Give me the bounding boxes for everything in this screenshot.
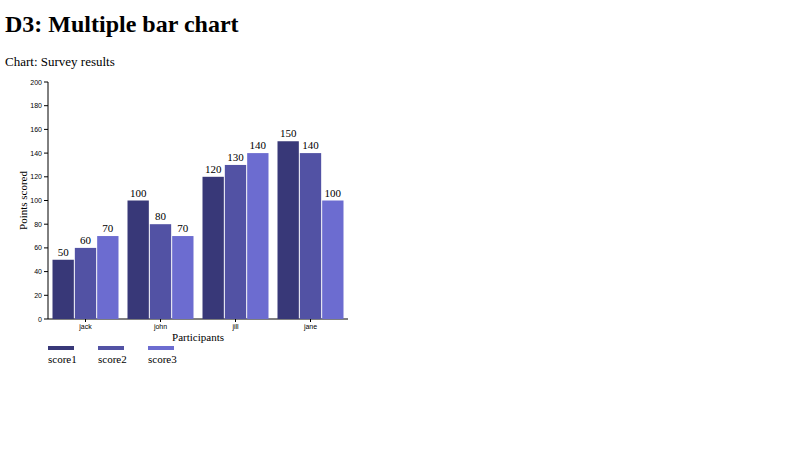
x-tick-label: jack [78,323,92,331]
data-label: 100 [130,187,147,199]
legend: score1 score2 score3 [48,346,177,365]
y-tick-label: 100 [30,197,42,204]
y-axis-line [48,82,49,319]
chart-title: Chart: Survey results [5,54,115,69]
y-tick [44,176,48,177]
y-tick [44,224,48,225]
chart-svg: D3: Multiple bar chart Chart: Survey resu… [0,0,800,450]
data-label: 120 [205,163,222,175]
y-tick [44,82,48,83]
bar [322,201,343,320]
y-tick-label: 20 [34,292,42,299]
data-label: 70 [102,222,114,234]
data-label: 100 [325,187,342,199]
y-tick [44,271,48,272]
bar [128,201,149,320]
data-label: 140 [302,139,319,151]
y-tick [44,319,48,320]
y-axis: 0 20 40 60 80 100 120 140 160 180 200 [30,79,48,323]
data-labels: 50 100 120 150 60 80 130 140 70 70 140 100 [58,127,342,258]
bar [172,236,193,319]
bar [225,165,246,319]
bar [300,153,321,319]
page: {"heading": "D3: Multiple bar chart", "c… [0,0,800,450]
y-tick [44,200,48,201]
data-label: 50 [58,246,70,258]
bar [278,141,299,319]
data-label: 80 [155,210,167,222]
x-tick [160,319,161,322]
legend-label: score2 [98,353,127,365]
legend-label: score3 [148,353,177,365]
y-tick-label: 120 [30,173,42,180]
y-tick [44,105,48,106]
y-tick-label: 200 [30,79,42,86]
x-axis-label: Participants [172,331,224,343]
x-tick [85,319,86,322]
x-tick-label: jill [231,323,239,331]
data-label: 150 [280,127,297,139]
data-label: 70 [177,222,189,234]
data-label: 130 [227,151,244,163]
y-tick-label: 160 [30,126,42,133]
y-tick-label: 180 [30,102,42,109]
y-tick-label: 0 [38,316,42,323]
page-heading: D3: Multiple bar chart [5,11,239,37]
x-tick-label: john [153,323,167,331]
bar [247,153,268,319]
x-tick [235,319,236,322]
y-tick-label: 60 [34,244,42,251]
legend-swatch [98,346,124,350]
y-axis-label: Points scored [17,171,29,230]
data-label: 60 [80,234,92,246]
bar [97,236,118,319]
data-label: 140 [250,139,267,151]
x-tick-label: jane [303,323,317,331]
legend-swatch [48,346,74,350]
y-tick-label: 80 [34,221,42,228]
legend-label: score1 [48,353,77,365]
legend-swatch [148,346,174,350]
bar [53,260,74,319]
y-tick-label: 40 [34,268,42,275]
bars [53,141,344,319]
bar [75,248,96,319]
y-tick [44,247,48,248]
y-tick [44,295,48,296]
bar [203,177,224,319]
bar [150,224,171,319]
y-tick [44,153,48,154]
y-tick-label: 140 [30,150,42,157]
y-tick [44,129,48,130]
x-tick [310,319,311,322]
x-axis: jack john jill jane [48,319,348,331]
